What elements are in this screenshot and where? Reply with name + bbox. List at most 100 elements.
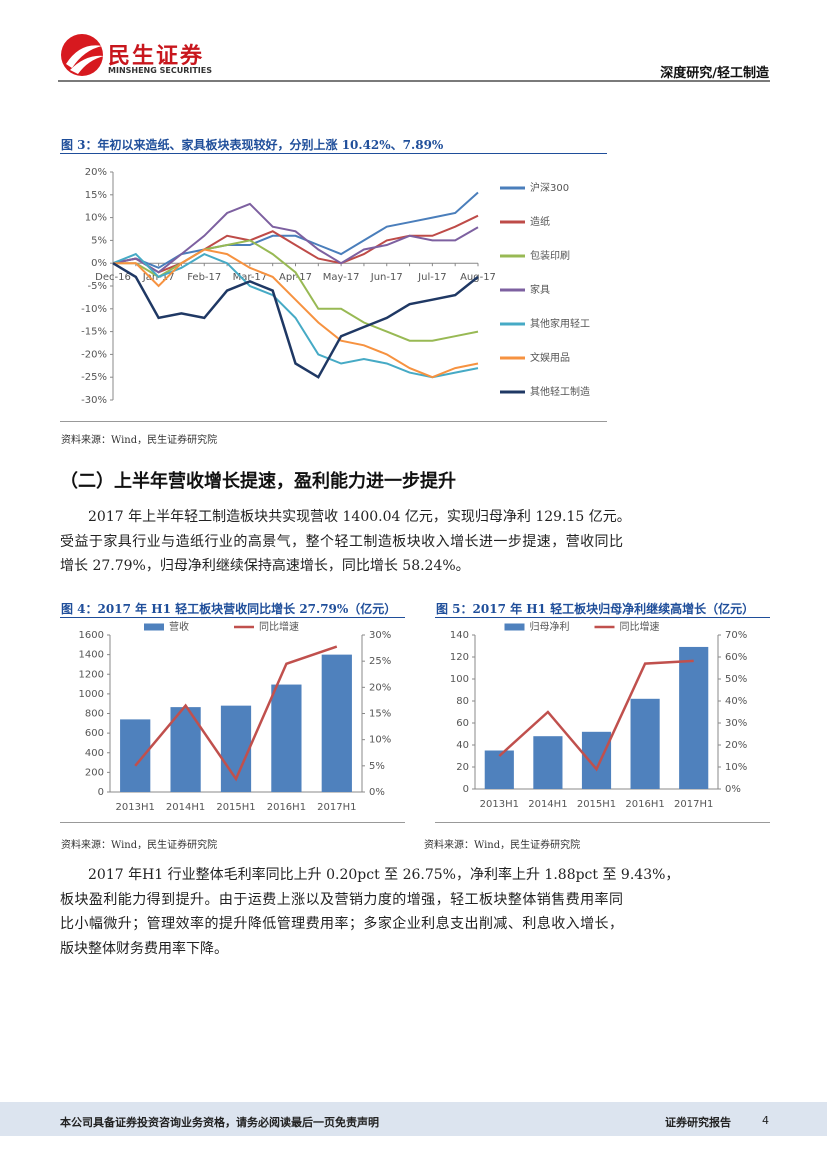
bar	[581, 731, 612, 789]
y2-tick-label: 0%	[369, 787, 385, 798]
y-tick-label: -25%	[81, 372, 107, 383]
section-heading: （二）上半年营收增长提速，盈利能力进一步提升	[60, 471, 456, 492]
y-tick-label: -10%	[81, 304, 107, 315]
figure-rule	[60, 421, 607, 422]
y-tick-label: 20	[456, 762, 469, 773]
logo-en: MINSHENG SECURITIES	[108, 66, 212, 75]
paragraph-line: 受益于家具行业与造纸行业的高景气，整个轻工制造板块收入增长进一步提速，营收同比	[60, 533, 623, 550]
paragraph: 2017 年上半年轻工制造板块共实现营收 1400.04 亿元，实现归母净利 1…	[60, 505, 631, 579]
logo-cn: 民生证券	[108, 44, 205, 69]
y-tick-label: -15%	[81, 327, 107, 338]
source-note: 资料来源：Wind，民生证券研究院	[61, 840, 218, 851]
y2-tick-label: 40%	[725, 696, 747, 707]
bar	[679, 646, 709, 789]
y2-tick-label: 25%	[369, 656, 391, 667]
header-category: 深度研究/轻工制造	[660, 66, 769, 81]
bar	[484, 750, 514, 789]
figure-title: 图 3：年初以来造纸、家具板块表现较好，分别上涨 10.42%、7.89%	[61, 138, 444, 152]
legend-label: 家具	[530, 283, 550, 296]
paragraph-line: 板块盈利能力得到提升。由于运费上涨以及营销力度的增强，轻工板块整体销售费用率同	[60, 891, 623, 908]
y-tick-label: 20%	[85, 167, 107, 178]
bar	[271, 684, 302, 792]
y-tick-label: 120	[450, 652, 469, 663]
y-tick-label: 1600	[79, 630, 104, 641]
y2-tick-label: 50%	[725, 674, 747, 685]
legend-swatch	[504, 623, 525, 631]
y-tick-label: 100	[450, 674, 469, 685]
figure-title: 图 5：2017 年 H1 轻工板块归母净利继续高增长（亿元）	[436, 602, 755, 616]
legend-label: 文娱用品	[530, 351, 570, 364]
y2-tick-label: 15%	[369, 709, 391, 720]
figure-rule	[60, 617, 405, 618]
bar	[321, 654, 352, 792]
chart: 0 20 40 60 80 100 120 140 0% 10% 20% 30% 40% 50% 60% 70…	[450, 620, 747, 810]
paragraph-line: 2017 年上半年轻工制造板块共实现营收 1400.04 亿元，实现归母净利 1…	[88, 509, 631, 525]
y2-tick-label: 10%	[369, 735, 391, 746]
x-tick-label: 2014H1	[166, 802, 205, 813]
bar	[630, 698, 660, 789]
y-tick-label: 0	[463, 784, 469, 795]
footer-band	[0, 1102, 827, 1136]
figure-rule	[435, 822, 770, 823]
footer-report-type: 证券研究报告	[665, 1116, 731, 1129]
footer-disclaimer: 本公司具备证券投资咨询业务资格，请务必阅读最后一页免责声明	[60, 1116, 379, 1129]
bar	[120, 719, 151, 792]
series-line	[113, 239, 479, 342]
y-tick-label: 400	[85, 748, 104, 759]
y-tick-label: -20%	[81, 349, 107, 360]
series-line	[134, 645, 338, 782]
paragraph: 2017 年H1 行业整体毛利率同比上升 0.20pct 至 26.75%，净利…	[60, 863, 679, 961]
legend-swatch	[144, 623, 164, 631]
x-tick-label: 2013H1	[480, 799, 519, 810]
figure-rule	[60, 153, 607, 154]
y-tick-label: 40	[456, 740, 469, 751]
y-tick-label: 1400	[79, 650, 104, 661]
paragraph-line: 增长 27.79%，归母净利继续保持高速增长，同比增长 58.24%。	[60, 558, 470, 574]
legend-label: 归母净利	[530, 620, 570, 633]
y-tick-label: 5%	[91, 235, 107, 246]
x-tick-label: Apr-17	[279, 272, 312, 283]
series-line	[112, 191, 479, 269]
y-tick-label: 10%	[85, 213, 107, 224]
x-tick-label: 2015H1	[216, 802, 255, 813]
y2-tick-label: 30%	[369, 630, 391, 641]
y-tick-label: 1200	[79, 669, 104, 680]
x-tick-label: Jun-17	[370, 272, 403, 283]
y-tick-label: 0	[98, 787, 104, 798]
y-tick-label: 0%	[91, 258, 107, 269]
y-tick-label: 60	[456, 718, 469, 729]
y-tick-label: 80	[456, 696, 469, 707]
y2-tick-label: 30%	[725, 718, 747, 729]
y-tick-label: 200	[85, 767, 104, 778]
y2-tick-label: 20%	[369, 682, 391, 693]
paragraph-line: 比小幅微升；管理效率的提升降低管理费用率；多家企业利息支出削减、利息收入增长，	[60, 916, 623, 932]
source-note: 资料来源：Wind，民生证券研究院	[424, 840, 581, 851]
series-line	[113, 248, 479, 379]
paragraph-line: 版块整体财务费用率下降。	[60, 940, 228, 957]
x-tick-label: Feb-17	[187, 272, 221, 283]
x-tick-label: Jul-17	[417, 272, 446, 283]
x-tick-label: 2016H1	[625, 799, 664, 810]
y-tick-label: -30%	[81, 395, 107, 406]
y2-tick-label: 10%	[725, 762, 747, 773]
x-tick-label: 2014H1	[528, 799, 567, 810]
y-tick-label: -5%	[88, 281, 107, 292]
chart: 0 200 400 600 800 1000 1200 1400 1600 0% 5% 10% 15% 2…	[79, 620, 392, 813]
legend-label: 沪深300	[530, 181, 569, 194]
legend-label: 其他轻工制造	[530, 385, 590, 398]
series-line	[112, 202, 479, 274]
figure-title: 图 4：2017 年 H1 轻工板块营收同比增长 27.79%（亿元）	[61, 602, 397, 616]
legend-label: 同比增速	[259, 620, 299, 633]
y2-tick-label: 5%	[369, 761, 385, 772]
legend-label: 同比增速	[620, 620, 660, 633]
series-line	[498, 659, 694, 772]
x-tick-label: 2016H1	[267, 802, 306, 813]
legend-label: 营收	[169, 620, 189, 633]
series-line	[112, 262, 479, 379]
y2-tick-label: 60%	[725, 652, 747, 663]
header-rule	[58, 80, 770, 82]
x-tick-label: 2017H1	[674, 799, 713, 810]
figure-rule	[435, 617, 770, 618]
x-tick-label: May-17	[323, 272, 360, 283]
chart: 20% 15% 10% 5% 0% -5% -10% -15% -20% -25% -30% Dec-…	[81, 167, 590, 406]
